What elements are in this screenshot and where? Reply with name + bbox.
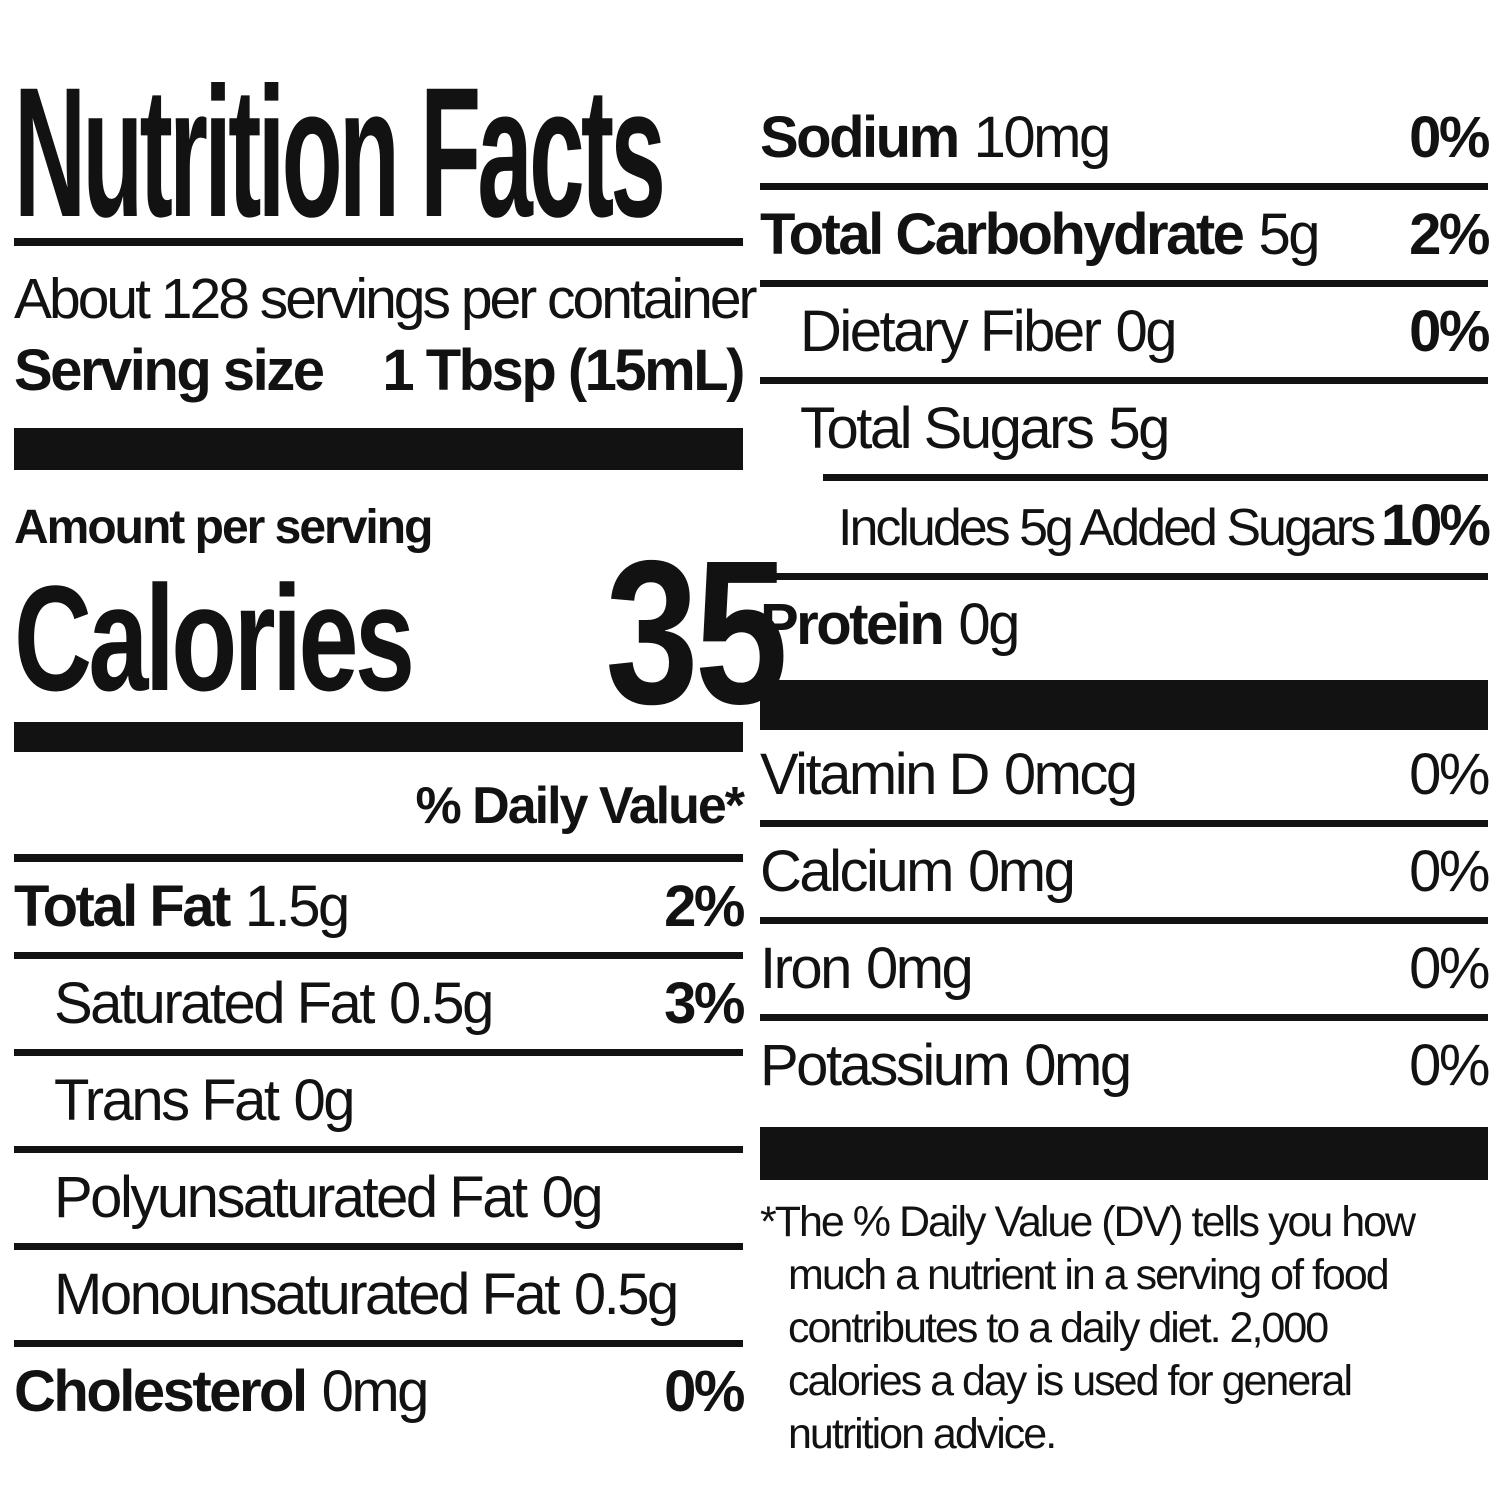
nutrient-text: Polyunsaturated Fat 0g: [54, 1165, 604, 1230]
nutrient-amount: 0mcg: [1003, 742, 1138, 807]
nutrient-name: Calcium: [760, 839, 955, 904]
daily-value-percent: 3%: [664, 971, 745, 1036]
nutrient-amount: 0g: [541, 1165, 604, 1230]
servings-per-container: About 128 servings per container: [14, 267, 758, 331]
nutrient-name: Includes 5g Added Sugars: [838, 499, 1376, 557]
daily-value-percent: 2%: [664, 874, 745, 939]
serving-size-row: Serving size 1 Tbsp (15mL): [14, 338, 745, 404]
nutrient-amount: 0g: [958, 592, 1020, 657]
nutrient-amount: 5g: [1258, 202, 1320, 267]
nutrient-text: Dietary Fiber 0g: [800, 299, 1177, 364]
daily-value-percent: 0%: [1409, 936, 1490, 1001]
title-rule: [14, 238, 743, 246]
nutrient-amount: 10mg: [973, 105, 1112, 170]
nutrient-amount: 0mg: [321, 1359, 430, 1424]
thick-bar: [14, 428, 743, 470]
nutrient-text: Total Carbohydrate 5g: [760, 202, 1320, 267]
nutrient-text: Cholesterol 0mg: [14, 1359, 430, 1424]
nutrient-row-calcium: Calcium 0mg 0%: [760, 827, 1490, 924]
nutrient-name: Total Carbohydrate: [760, 202, 1245, 267]
daily-value-percent: 0%: [1409, 839, 1490, 904]
nutrient-amount: 0g: [1115, 299, 1177, 364]
daily-value-header: % Daily Value*: [14, 752, 745, 862]
daily-value-percent: 0%: [664, 1359, 745, 1424]
daily-value-footnote: *The % Daily Value (DV) tells you how mu…: [760, 1198, 1416, 1458]
nutrient-name: Total Fat: [14, 874, 231, 939]
calories-label: Calories: [14, 554, 415, 722]
nutrient-text: Trans Fat 0g: [54, 1068, 356, 1133]
left-column: Nutrition Facts About 128 servings per c…: [14, 50, 788, 1437]
nutrient-amount: 1.5g: [244, 874, 350, 939]
nutrient-name: Saturated Fat: [54, 971, 375, 1036]
nutrient-text: Sodium 10mg: [760, 105, 1112, 170]
nutrient-name: Monounsaturated Fat: [54, 1262, 560, 1327]
nutrient-amount: 0g: [293, 1068, 356, 1133]
serving-size-value: 1 Tbsp (15mL): [382, 338, 745, 403]
nutrient-text: Iron 0mg: [760, 936, 974, 1001]
nutrient-name: Protein: [760, 592, 945, 657]
nutrient-text: Potassium 0mg: [760, 1033, 1132, 1098]
nutrient-text: Monounsaturated Fat 0.5g: [54, 1262, 679, 1327]
nutrient-name: Total Sugars: [800, 396, 1095, 461]
nutrient-row-iron: Iron 0mg 0%: [760, 924, 1490, 1021]
nutrient-row-total-fat: Total Fat 1.5g 2%: [14, 862, 745, 959]
daily-value-percent: 0%: [1409, 105, 1490, 170]
serving-size-label: Serving size: [14, 338, 325, 403]
right-column: Sodium 10mg 0% Total Carbohydrate 5g 2% Dietar…: [760, 93, 1491, 1461]
label-title: Nutrition Facts: [14, 50, 666, 256]
nutrient-name: Sodium: [760, 105, 960, 170]
nutrient-name: Cholesterol: [14, 1359, 308, 1424]
daily-value-percent: 0%: [1409, 1033, 1490, 1098]
fat-rows-section: Total Fat 1.5g 2% Saturated Fat 0.5g 3% Trans …: [14, 862, 745, 1437]
amount-per-serving: Amount per serving: [14, 501, 433, 554]
nutrient-text: Protein 0g: [760, 592, 1020, 657]
nutrient-name: Potassium: [760, 1033, 1011, 1098]
nutrient-text: Total Fat 1.5g: [14, 874, 350, 939]
calories-value: 35: [605, 518, 788, 747]
sodium-carb-protein-section: Sodium 10mg 0% Total Carbohydrate 5g 2% Dietar…: [760, 93, 1491, 670]
nutrient-row-sodium: Sodium 10mg 0%: [760, 93, 1490, 190]
nutrient-amount: 5g: [1108, 396, 1170, 461]
nutrient-text: Saturated Fat 0.5g: [54, 971, 494, 1036]
nutrient-row-saturated-fat: Saturated Fat 0.5g 3%: [14, 959, 745, 1056]
nutrient-row-total-sugars: Total Sugars 5g: [760, 384, 1488, 474]
nutrient-row-total-carbohydrate: Total Carbohydrate 5g 2%: [760, 190, 1490, 287]
calories-row: Calories 35: [14, 530, 788, 735]
nutrient-row-vitamin-d: Vitamin D 0mcg 0%: [760, 730, 1490, 827]
nutrient-amount: 0mg: [1024, 1033, 1132, 1098]
nutrient-text: Vitamin D 0mcg: [760, 742, 1138, 807]
nutrient-row-includes-5g-added-sugars: Includes 5g Added Sugars 10%: [760, 481, 1491, 580]
nutrient-row-polyunsaturated-fat: Polyunsaturated Fat 0g: [14, 1153, 743, 1250]
daily-value-percent: 0%: [1409, 299, 1490, 364]
nutrient-row-dietary-fiber: Dietary Fiber 0g 0%: [760, 287, 1490, 384]
thick-bar: [760, 1127, 1488, 1180]
partial-separator-rule: [823, 474, 1488, 481]
nutrient-name: Trans Fat: [54, 1068, 280, 1133]
nutrient-text: Calcium 0mg: [760, 839, 1076, 904]
nutrient-amount: 0mg: [865, 936, 974, 1001]
thick-bar: [14, 722, 743, 752]
nutrient-name: Vitamin D: [760, 742, 990, 807]
nutrient-text: Total Sugars 5g: [800, 396, 1170, 461]
daily-value-percent: 10%: [1380, 493, 1491, 558]
nutrient-amount: 0.5g: [573, 1262, 679, 1327]
daily-value-percent: 0%: [1409, 742, 1490, 807]
thick-bar: [760, 680, 1488, 730]
nutrient-row-cholesterol: Cholesterol 0mg 0%: [14, 1347, 745, 1437]
nutrient-amount: 0mg: [968, 839, 1076, 904]
daily-value-percent: 2%: [1409, 202, 1490, 267]
vitamins-section: Vitamin D 0mcg 0% Calcium 0mg 0% Iron 0mg 0% Pota…: [760, 730, 1490, 1111]
nutrient-row-protein: Protein 0g: [760, 580, 1488, 670]
nutrient-row-trans-fat: Trans Fat 0g: [14, 1056, 743, 1153]
nutrient-name: Polyunsaturated Fat: [54, 1165, 528, 1230]
nutrient-text: Includes 5g Added Sugars: [838, 497, 1376, 559]
nutrient-row-potassium: Potassium 0mg 0%: [760, 1021, 1490, 1111]
nutrient-name: Iron: [760, 936, 852, 1001]
nutrient-amount: 0.5g: [388, 971, 494, 1036]
nutrient-name: Dietary Fiber: [800, 299, 1102, 364]
nutrient-row-monounsaturated-fat: Monounsaturated Fat 0.5g: [14, 1250, 743, 1347]
